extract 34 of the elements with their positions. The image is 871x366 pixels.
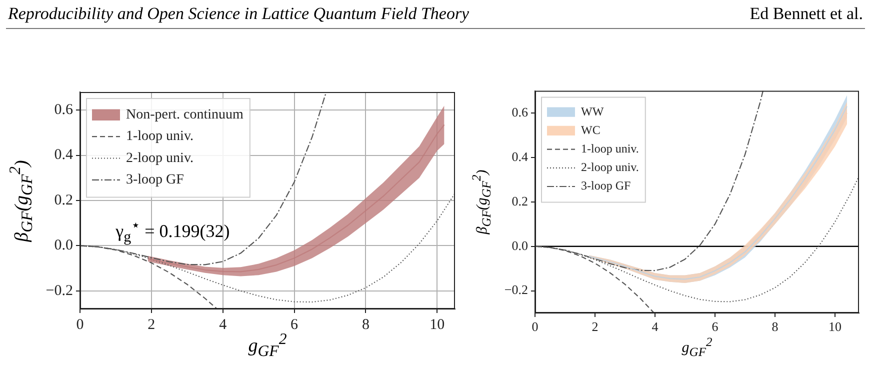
y-tick-label: 0.6 bbox=[54, 102, 74, 118]
x-tick-label: 10 bbox=[430, 316, 445, 333]
x-tick-label: 0 bbox=[76, 316, 84, 333]
legend-label: 3-loop GF bbox=[126, 172, 184, 188]
y-tick-label: 0.0 bbox=[54, 238, 73, 254]
legend-label: WC bbox=[581, 122, 600, 137]
x-tick-label: 0 bbox=[532, 319, 538, 334]
y-tick-label: 0.4 bbox=[512, 148, 528, 164]
x-tick-label: 10 bbox=[828, 319, 842, 334]
x-tick-label: 6 bbox=[712, 319, 719, 334]
y-tick-label: 0.6 bbox=[512, 104, 528, 120]
x-tick-label: 8 bbox=[362, 316, 370, 333]
y-tick-label: 0.2 bbox=[512, 193, 528, 208]
legend-label: 2-loop univ. bbox=[126, 150, 194, 166]
annotation: γ$_{g}$$^{⋆}$ = 0.199(32) bbox=[116, 216, 230, 246]
legend-label: 1-loop univ. bbox=[126, 129, 194, 144]
x-tick-label: 4 bbox=[652, 319, 659, 334]
y-tick-label: 0.4 bbox=[54, 147, 74, 164]
y-tick-label: −0.2 bbox=[504, 282, 528, 298]
x-tick-label: 8 bbox=[772, 319, 778, 334]
chart-title: Reproducibility and Open Science in Lattice Quantum Field Theory bbox=[8, 4, 470, 24]
legend-label: 1-loop univ. bbox=[581, 141, 639, 156]
chart-subtitle: Ed Bennett et al. bbox=[750, 4, 863, 24]
y-tick-label: 0.2 bbox=[54, 192, 73, 208]
legend-label: Non-pert. continuum bbox=[126, 108, 244, 123]
x-tick-label: 4 bbox=[219, 316, 228, 333]
y-tick-label: −0.2 bbox=[46, 282, 73, 299]
x-tick-label: 2 bbox=[592, 319, 598, 334]
legend-label: 3-loop GF bbox=[581, 178, 631, 193]
x-tick-label: 6 bbox=[290, 316, 299, 333]
legend-label: 2-loop univ. bbox=[581, 160, 639, 174]
y-tick-label: 0.0 bbox=[512, 238, 528, 253]
legend-label: WW bbox=[581, 104, 604, 118]
x-tick-label: 2 bbox=[148, 316, 156, 333]
